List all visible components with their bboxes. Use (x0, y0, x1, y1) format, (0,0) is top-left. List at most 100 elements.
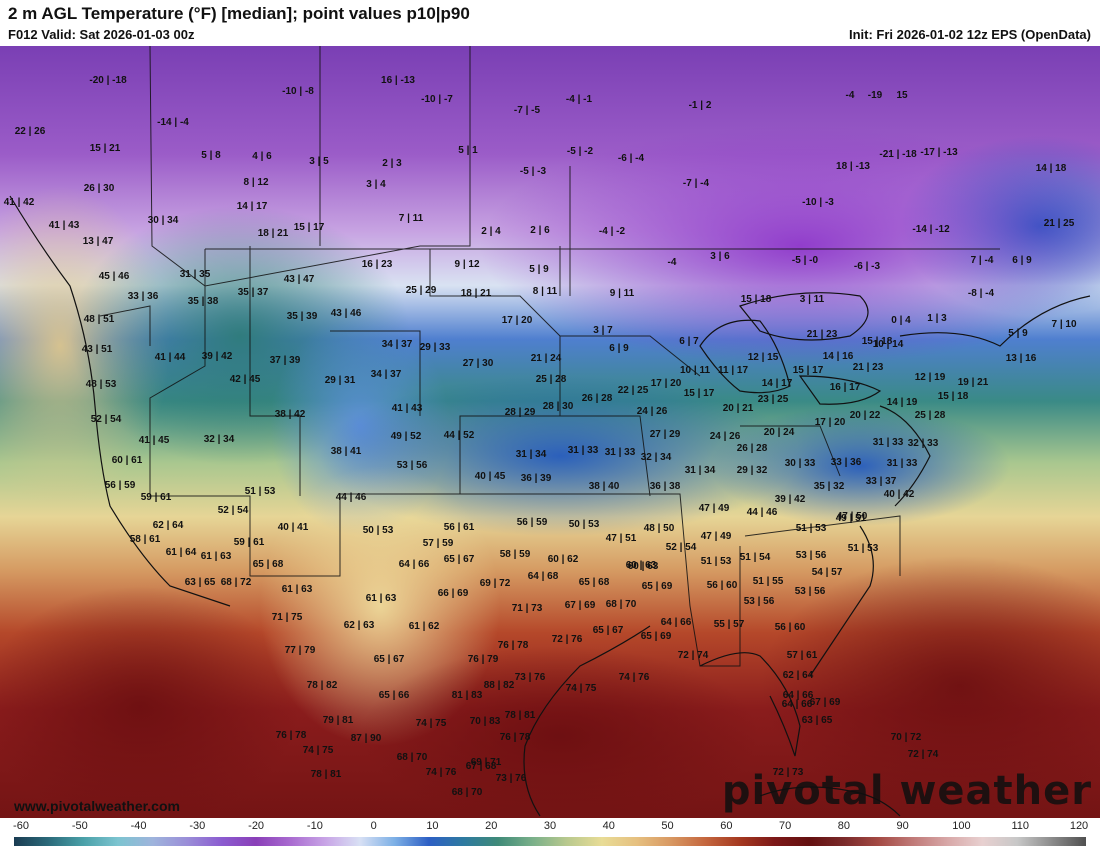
page-title: 2 m AGL Temperature (°F) [median]; point… (8, 4, 470, 23)
color-scale-tick: 30 (543, 820, 557, 832)
point-value-label: 26 | 30 (83, 183, 115, 194)
point-value-label: 81 | 83 (451, 690, 483, 701)
color-scale-tick: 50 (661, 820, 674, 832)
point-value-label: -10 | -8 (282, 86, 314, 97)
point-value-label: 0 | 4 (891, 315, 911, 326)
point-value-label: 9 | 12 (454, 259, 480, 270)
point-value-label: 24 | 26 (709, 431, 741, 442)
boundary-lines (99, 46, 1000, 667)
point-value-label: 17 | 20 (814, 417, 846, 428)
point-value-label: 31 | 33 (886, 458, 918, 469)
point-value-label: 39 | 42 (774, 494, 806, 505)
point-value-label: 64 | 66 (660, 617, 692, 628)
point-value-label: 56 | 60 (706, 580, 738, 591)
point-value-label: 65 | 67 (592, 625, 624, 636)
point-value-label: 52 | 54 (665, 542, 697, 553)
point-value-label: -6 | -4 (617, 153, 645, 164)
point-value-label: 62 | 64 (782, 670, 814, 681)
point-value-label: 27 | 29 (649, 429, 681, 440)
point-value-label: 76 | 79 (467, 654, 499, 665)
point-value-label: 12 | 19 (914, 372, 946, 383)
point-value-label: 24 | 26 (636, 406, 668, 417)
point-value-label: 38 | 41 (330, 446, 362, 457)
point-value-label: 14 | 16 (822, 351, 854, 362)
point-value-label: -5 | -0 (791, 255, 819, 266)
point-value-label: 56 | 60 (774, 622, 806, 633)
point-value-label: 59 | 61 (233, 537, 265, 548)
point-value-label: 11 | 17 (717, 365, 749, 376)
point-value-label: -19 (867, 90, 883, 101)
point-value-label: 13 | 47 (82, 236, 114, 247)
point-value-label: 44 | 52 (443, 430, 475, 441)
point-value-label: 26 | 28 (736, 443, 768, 454)
point-value-label: 47 | 49 (700, 531, 732, 542)
point-value-label: 50 | 53 (362, 525, 394, 536)
point-value-label: 47 | 49 (698, 503, 730, 514)
point-value-label: 60 | 63 (627, 561, 659, 572)
point-value-label: 47 | 51 (605, 533, 637, 544)
point-value-label: 29 | 33 (419, 342, 451, 353)
point-value-label: 41 | 44 (154, 352, 186, 363)
color-scale-tick: 10 (426, 820, 439, 832)
point-value-label: 49 | 52 (390, 431, 422, 442)
point-value-label: 51 | 53 (847, 543, 879, 554)
point-value-label: 21 | 25 (1043, 218, 1075, 229)
point-value-label: -8 | -4 (967, 288, 995, 299)
point-value-label: 52 | 54 (90, 414, 122, 425)
point-value-label: 58 | 61 (129, 534, 161, 545)
point-value-label: 19 | 21 (957, 377, 989, 388)
point-value-label: 35 | 38 (187, 296, 219, 307)
point-value-label: 21 | 23 (852, 362, 884, 373)
point-value-label: 28 | 29 (504, 407, 536, 418)
point-value-label: 3 | 6 (710, 251, 730, 262)
temperature-field (0, 46, 1100, 818)
point-value-label: 60 | 62 (547, 554, 579, 565)
point-value-label: 6 | 9 (609, 343, 629, 354)
point-value-label: 8 | 12 (243, 177, 269, 188)
point-value-label: 38 | 42 (274, 409, 306, 420)
point-value-label: 70 | 72 (890, 732, 922, 743)
point-value-label: 55 | 57 (713, 619, 745, 630)
point-value-label: 71 | 75 (271, 612, 303, 623)
point-value-label: 14 | 17 (761, 378, 793, 389)
point-value-label: 65 | 67 (373, 654, 405, 665)
point-value-label: -10 | -7 (421, 94, 453, 105)
watermark-logo: pivotal weather (721, 768, 1092, 814)
point-value-label: 77 | 79 (284, 645, 316, 656)
color-scale-tick: 100 (952, 820, 971, 832)
point-value-label: 31 | 33 (604, 447, 636, 458)
point-value-label: 6 | 7 (679, 336, 699, 347)
point-value-label: 64 | 66 (398, 559, 430, 570)
point-value-label: 74 | 75 (565, 683, 597, 694)
point-value-label: 53 | 56 (794, 586, 826, 597)
temperature-map[interactable]: -20 | -18 -10 | -8 16 | -13 -10 | -7 -7 | -5… (0, 46, 1100, 818)
point-value-label: 71 | 73 (511, 603, 543, 614)
point-value-label: 16 | -13 (381, 75, 415, 86)
point-value-label: 72 | 76 (551, 634, 583, 645)
point-value-label: 57 | 59 (422, 538, 454, 549)
point-value-label: 13 | 16 (1005, 353, 1037, 364)
point-value-label: 33 | 37 (865, 476, 897, 487)
color-scale-tick: -40 (130, 820, 147, 832)
point-value-label: -17 | -13 (920, 147, 958, 158)
header: 2 m AGL Temperature (°F) [median]; point… (0, 0, 1100, 46)
point-value-label: 54 | 57 (811, 567, 843, 578)
point-value-label: 64 | 66 (781, 699, 813, 710)
point-value-label: 69 | 72 (479, 578, 511, 589)
point-value-label: 18 | -13 (836, 161, 870, 172)
point-value-label: 65 | 68 (578, 577, 610, 588)
point-value-label: -4 | -2 (598, 226, 626, 237)
point-value-label: 76 | 78 (275, 730, 307, 741)
point-value-label: 31 | 34 (515, 449, 547, 460)
point-value-label: 72 | 74 (677, 650, 709, 661)
point-value-label: 15 | 17 (792, 365, 824, 376)
point-value-label: 12 | 15 (747, 352, 779, 363)
point-value-label: 8 | 11 (532, 286, 558, 297)
color-scale-tick: -20 (248, 820, 265, 832)
point-value-label: 63 | 65 (801, 715, 833, 726)
point-value-label: 3 | 4 (366, 179, 386, 190)
color-scale-bar (14, 837, 1086, 846)
point-value-label: 43 | 47 (283, 274, 315, 285)
point-value-label: 23 | 25 (757, 394, 789, 405)
point-value-label: 15 | 17 (293, 222, 325, 233)
